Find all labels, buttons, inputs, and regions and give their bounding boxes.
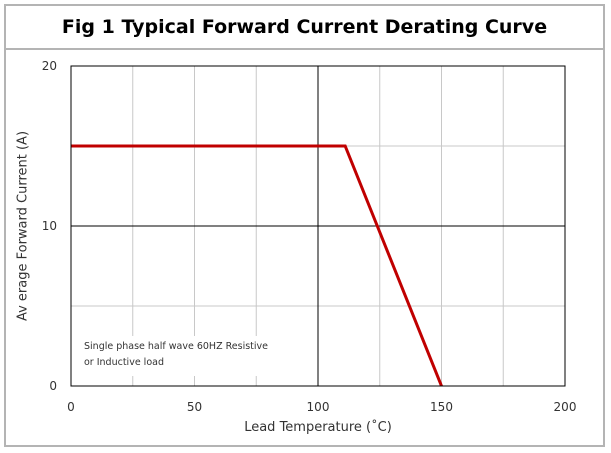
x-axis-label: Lead Temperature (˚C) (244, 419, 392, 435)
annotation-line: Single phase half wave 60HZ Resistive (84, 341, 268, 352)
plot-border (70, 65, 566, 387)
x-tick-label: 200 (554, 400, 577, 414)
x-tick-label: 100 (307, 400, 330, 414)
chart-title-bar: Fig 1 Typical Forward Current Derating C… (6, 6, 603, 50)
y-tick-label: 20 (42, 59, 57, 73)
series-layer (71, 144, 443, 387)
x-tick-label: 150 (430, 400, 453, 414)
annotation-layer: Single phase half wave 60HZ Resistive or … (72, 336, 302, 376)
tick-label-layer: 0 50 100 150 200 0 10 20 (42, 59, 577, 414)
x-tick-label: 0 (67, 400, 75, 414)
annotation-box (72, 336, 302, 376)
y-axis-label: Av erage Forward Current (A) (16, 131, 31, 321)
y-tick-label: 10 (42, 219, 57, 233)
derating-curve-line (71, 144, 443, 387)
x-tick-label: 50 (187, 400, 202, 414)
axes-layer (70, 65, 566, 387)
y-tick-label: 0 (49, 379, 57, 393)
annotation-line: or Inductive load (84, 357, 164, 368)
chart-title: Fig 1 Typical Forward Current Derating C… (61, 16, 548, 38)
